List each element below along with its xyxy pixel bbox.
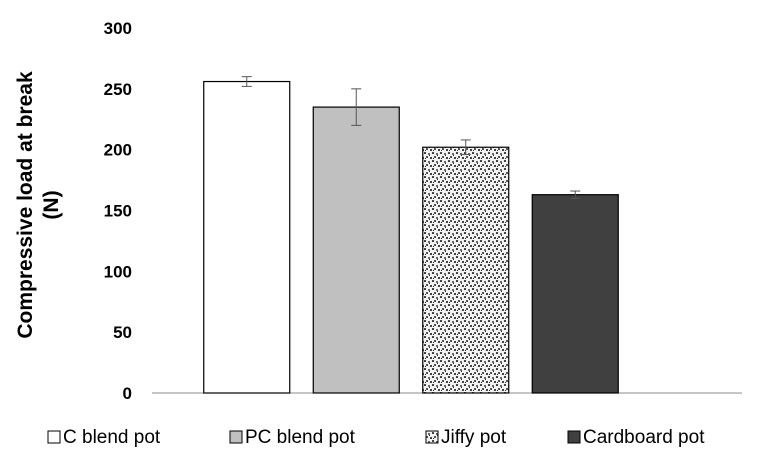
y-tick-label: 150 [104, 202, 132, 221]
legend-swatch [229, 430, 243, 444]
bar-jiffy-pot [422, 146, 510, 394]
y-axis-title-line: (N) [40, 190, 63, 219]
legend-item: PC blend pot [229, 427, 356, 448]
error-bar-jiffy-pot [460, 139, 471, 156]
y-axis-tick-labels: 0 50 100 150 200 250 300 [104, 19, 132, 403]
error-bar-c-blend-pot [241, 76, 252, 87]
legend-swatch [425, 430, 439, 444]
error-bar-pc-blend-pot [351, 88, 362, 126]
y-axis-title-line: Compressive load at break [14, 71, 37, 339]
bar-c-blend-pot [203, 80, 291, 394]
bar-pc-blend-pot [312, 106, 400, 394]
bars [203, 80, 619, 394]
bar-cardboard-pot [531, 194, 619, 394]
error-bar-cardboard-pot [570, 190, 581, 199]
legend-swatch [567, 430, 581, 444]
y-axis-title: Compressive load at break (N) [14, 71, 63, 339]
y-tick-label: 50 [113, 323, 132, 342]
legend-label: C blend pot [63, 427, 161, 448]
y-tick-label: 0 [123, 384, 132, 403]
legend-label: Cardboard pot [583, 427, 705, 448]
y-tick-label: 300 [104, 19, 132, 38]
legend-label: Jiffy pot [441, 427, 507, 448]
legend-item: Cardboard pot [567, 427, 705, 448]
y-tick-label: 200 [104, 141, 132, 160]
y-tick-label: 250 [104, 80, 132, 99]
legend-label: PC blend pot [245, 427, 356, 448]
legend: C blend pot PC blend pot Jiffy pot Cardboar… [47, 427, 705, 448]
legend-item: Jiffy pot [425, 427, 507, 448]
error-bars [241, 76, 581, 199]
legend-item: C blend pot [47, 427, 161, 448]
legend-swatch [47, 430, 61, 444]
y-tick-label: 100 [104, 262, 132, 281]
